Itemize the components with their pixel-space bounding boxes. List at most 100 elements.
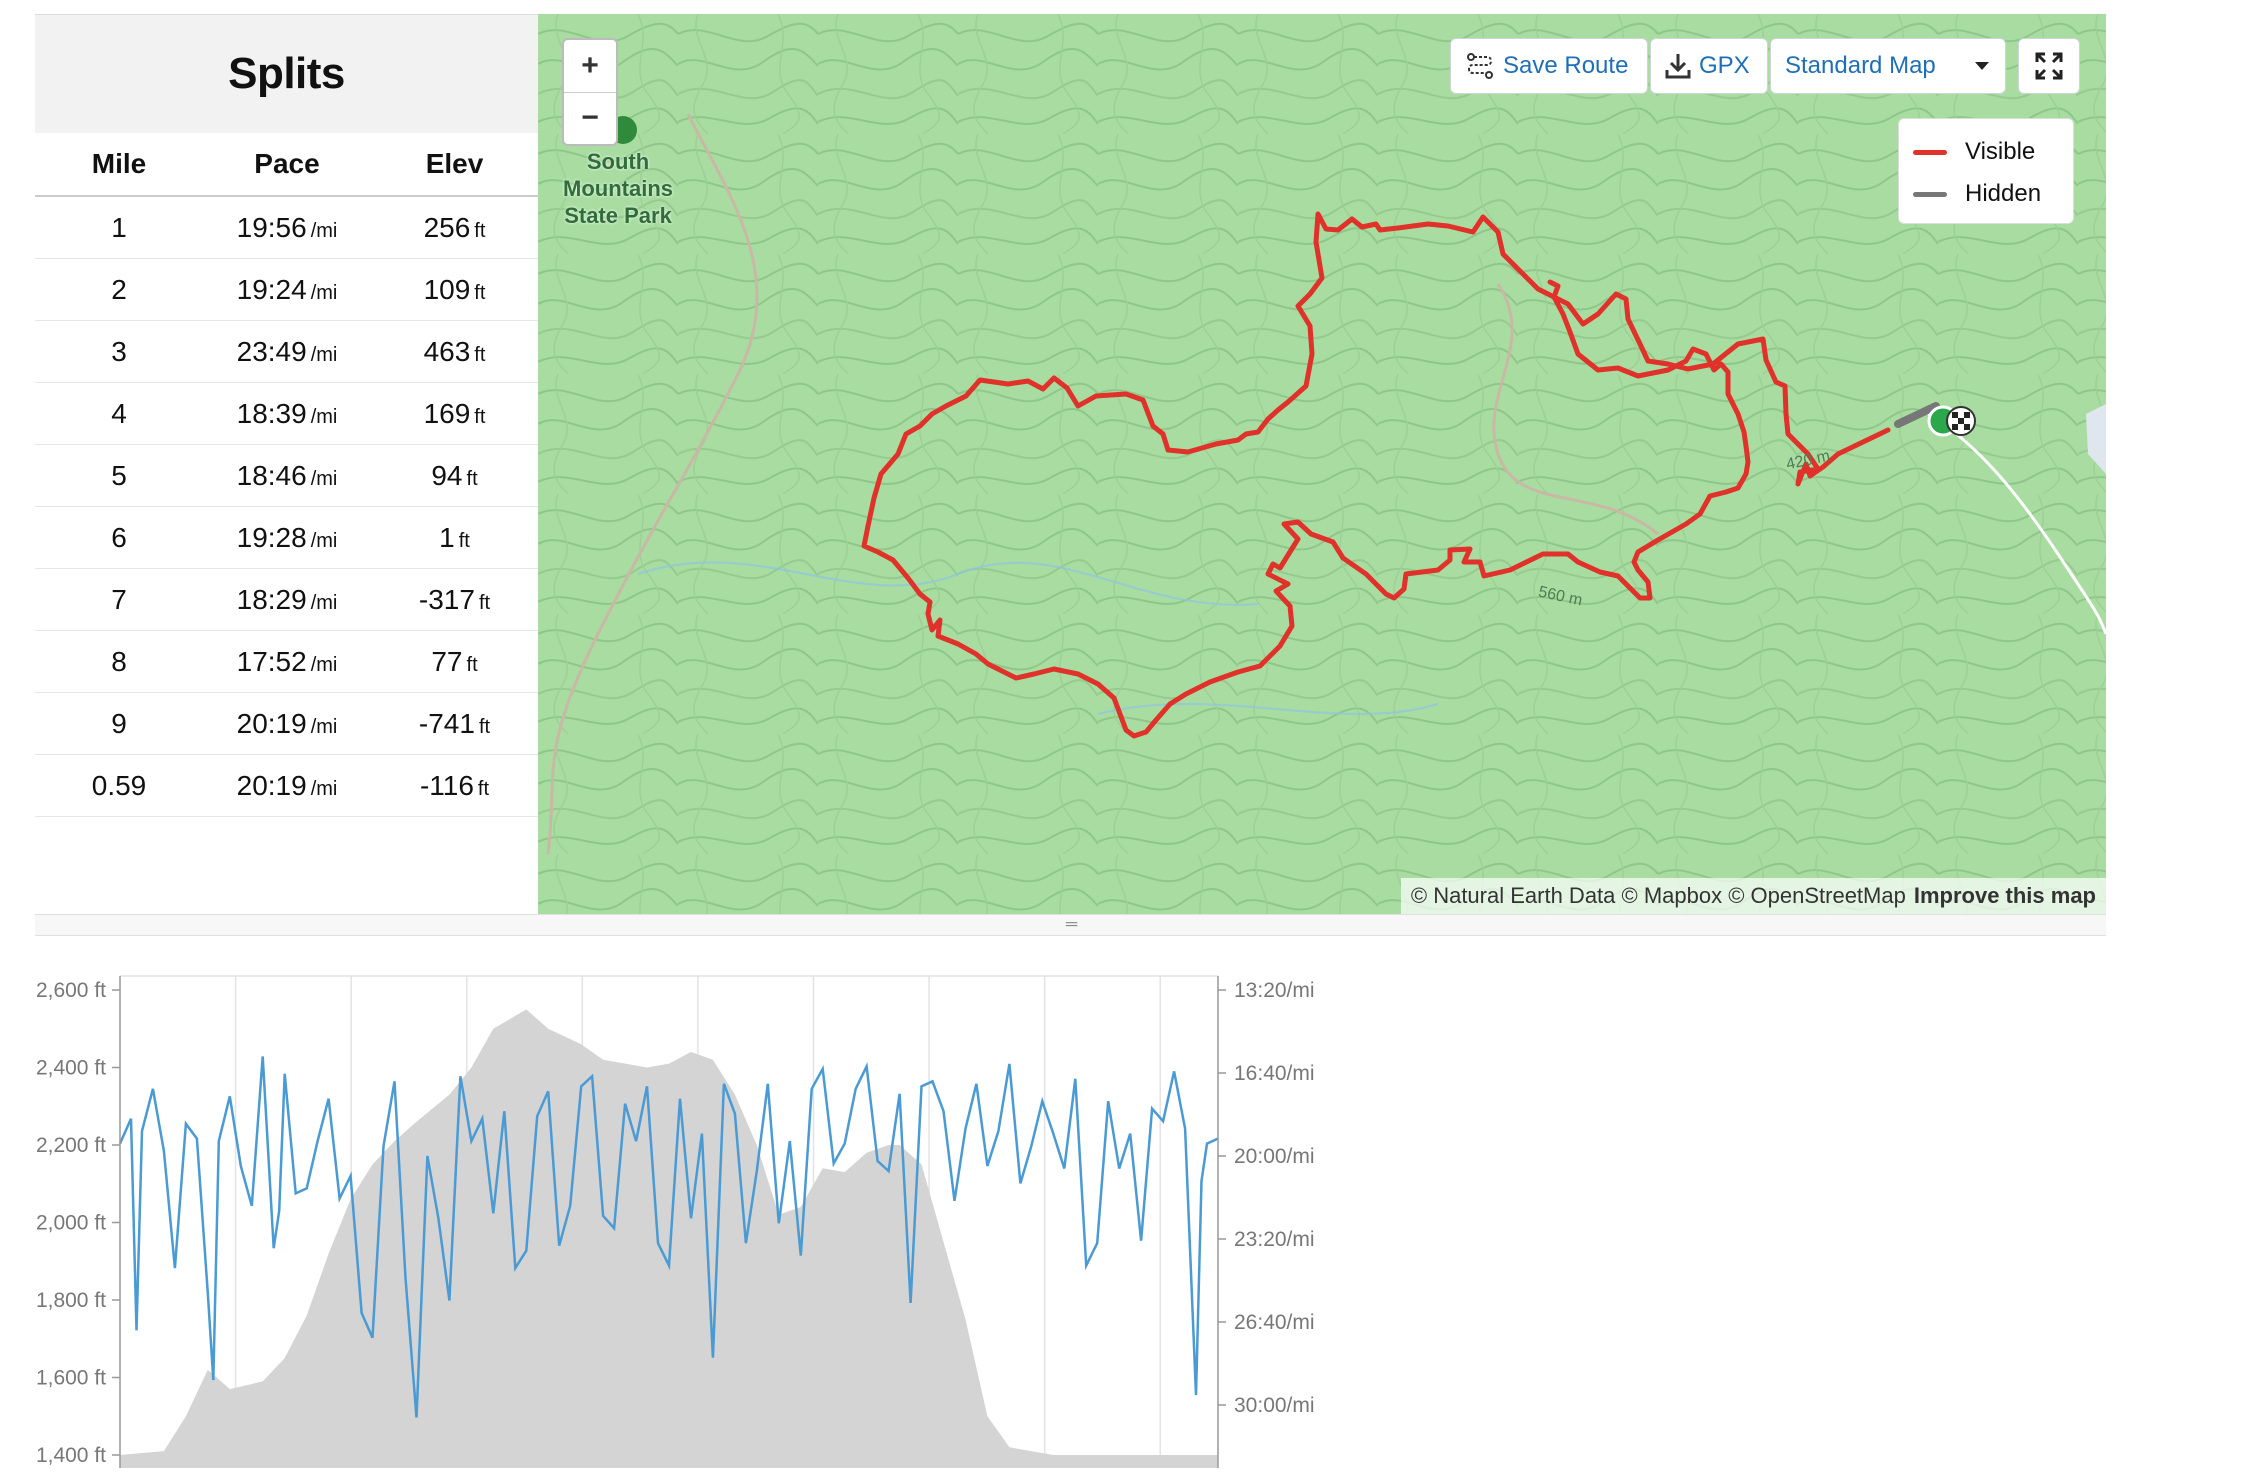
split-row[interactable]: 1 19:56/mi 256 ft xyxy=(35,196,538,259)
route-legend: Visible Hidden xyxy=(1898,118,2074,224)
splits-table: Mile Pace Elev 1 19:56/mi 256 ft 2 19:24/mi 10… xyxy=(35,133,538,817)
right-tick-label: 26:40/mi xyxy=(1234,1311,1315,1334)
attribution-text: © Natural Earth Data © Mapbox © OpenStre… xyxy=(1410,883,1906,908)
split-pace: 19:56/mi xyxy=(203,196,371,259)
save-route-label: Save Route xyxy=(1503,52,1629,79)
split-mile: 8 xyxy=(35,630,203,693)
split-elev: 109 ft xyxy=(371,258,538,321)
elevation-area[interactable] xyxy=(120,1009,1218,1468)
map-water-edge xyxy=(2086,404,2106,474)
split-pace: 20:19/mi xyxy=(203,754,371,817)
zoom-control: + − xyxy=(562,38,618,146)
split-elev: -116 ft xyxy=(371,754,538,817)
legend-label: Visible xyxy=(1965,138,2036,165)
left-tick-label: 2,400 ft xyxy=(36,1057,106,1080)
improve-map-link[interactable]: Improve this map xyxy=(1913,883,2096,908)
zoom-in-button[interactable]: + xyxy=(581,48,599,82)
split-mile: 3 xyxy=(35,320,203,383)
legend-swatch xyxy=(1913,149,1947,155)
route-hidden-segment xyxy=(1894,402,1940,428)
split-mile: 1 xyxy=(35,196,203,259)
split-row[interactable]: 9 20:19/mi -741 ft xyxy=(35,692,538,755)
map-canvas[interactable] xyxy=(538,14,2106,914)
map-stream-2 xyxy=(1097,703,1439,715)
column-header-pace[interactable]: Pace xyxy=(203,133,371,197)
legend-label: Hidden xyxy=(1965,180,2042,207)
map-road xyxy=(546,113,759,855)
splits-header-row: Mile Pace Elev xyxy=(35,133,538,197)
split-mile: 6 xyxy=(35,506,203,569)
left-tick-label: 2,600 ft xyxy=(36,979,106,1002)
route-icon xyxy=(1467,53,1493,79)
map-style-label: Standard Map xyxy=(1785,52,1936,79)
right-tick-label: 16:40/mi xyxy=(1234,1062,1315,1085)
legend-swatch xyxy=(1913,191,1947,197)
drag-handle-icon: ═ xyxy=(1065,916,1077,933)
left-tick-label: 2,000 ft xyxy=(36,1212,106,1235)
caret-down-icon xyxy=(1975,62,1989,70)
splits-title: Splits xyxy=(228,49,345,98)
save-route-button[interactable]: Save Route xyxy=(1450,38,1648,94)
splits-header: Splits xyxy=(35,14,538,133)
pace-line[interactable] xyxy=(118,1056,1219,1418)
split-row[interactable]: 2 19:24/mi 109 ft xyxy=(35,258,538,321)
split-pace: 17:52/mi xyxy=(203,630,371,693)
split-elev: 1 ft xyxy=(371,506,538,569)
split-mile: 7 xyxy=(35,568,203,631)
split-row[interactable]: 4 18:39/mi 169 ft xyxy=(35,382,538,445)
fullscreen-button[interactable] xyxy=(2018,38,2080,94)
map-attribution: © Natural Earth Data © Mapbox © OpenStre… xyxy=(1400,878,2106,914)
right-tick-label: 30:00/mi xyxy=(1234,1394,1315,1417)
zoom-out-button[interactable]: − xyxy=(564,91,616,145)
map-road-2 xyxy=(1927,412,2106,635)
splits-table-body: 1 19:56/mi 256 ft 2 19:24/mi 109 ft 3 23:49/mi 463… xyxy=(35,196,538,817)
split-row[interactable]: 8 17:52/mi 77 ft xyxy=(35,630,538,693)
split-pace: 19:28/mi xyxy=(203,506,371,569)
legend-item-visible[interactable]: Visible xyxy=(1913,131,2059,173)
map-contours xyxy=(538,14,2106,914)
split-pace: 20:19/mi xyxy=(203,692,371,755)
legend-item-hidden[interactable]: Hidden xyxy=(1913,173,2059,215)
right-tick-label: 23:20/mi xyxy=(1234,1228,1315,1251)
gpx-download-button[interactable]: GPX xyxy=(1650,38,1768,94)
park-label: South Mountains State Park xyxy=(563,149,673,228)
split-mile: 9 xyxy=(35,692,203,755)
route-map[interactable]: South Mountains State Park 560 m 420 m +… xyxy=(538,14,2106,914)
left-tick-label: 1,400 ft xyxy=(36,1444,106,1467)
chart-axes: 2,600 ft 2,400 ft 2,200 ft 2,000 ft 1,800 ft… xyxy=(36,976,1315,1478)
map-stream xyxy=(637,561,1259,606)
split-elev: -317 ft xyxy=(371,568,538,631)
column-header-mile[interactable]: Mile xyxy=(35,133,203,197)
split-pace: 18:29/mi xyxy=(203,568,371,631)
split-row[interactable]: 3 23:49/mi 463 ft xyxy=(35,320,538,383)
split-mile: 5 xyxy=(35,444,203,507)
split-elev: 94 ft xyxy=(371,444,538,507)
split-elev: 256 ft xyxy=(371,196,538,259)
gpx-label: GPX xyxy=(1699,52,1750,79)
split-mile: 2 xyxy=(35,258,203,321)
column-header-elev[interactable]: Elev xyxy=(371,133,538,197)
split-row[interactable]: 0.59 20:19/mi -116 ft xyxy=(35,754,538,817)
elevation-pace-chart[interactable]: 2,600 ft 2,400 ft 2,200 ft 2,000 ft 1,800 ft… xyxy=(35,934,2106,1478)
split-elev: -741 ft xyxy=(371,692,538,755)
split-mile: 0.59 xyxy=(35,754,203,817)
left-tick-label: 1,600 ft xyxy=(36,1367,106,1390)
split-pace: 19:24/mi xyxy=(203,258,371,321)
map-style-dropdown[interactable]: Standard Map xyxy=(1770,38,2006,94)
splits-panel: Splits Mile Pace Elev 1 19:56/mi 256 ft 2 19:… xyxy=(35,14,538,914)
split-elev: 169 ft xyxy=(371,382,538,445)
split-pace: 18:46/mi xyxy=(203,444,371,507)
right-tick-label: 13:20/mi xyxy=(1234,979,1315,1002)
split-row[interactable]: 7 18:29/mi -317 ft xyxy=(35,568,538,631)
split-mile: 4 xyxy=(35,382,203,445)
left-tick-label: 2,200 ft xyxy=(36,1134,106,1157)
split-pace: 18:39/mi xyxy=(203,382,371,445)
map-trail xyxy=(1492,283,1659,536)
finish-marker-icon[interactable] xyxy=(1946,406,1976,436)
resize-divider[interactable]: ═ xyxy=(35,914,2106,936)
split-row[interactable]: 6 19:28/mi 1 ft xyxy=(35,506,538,569)
route-line[interactable] xyxy=(861,211,1891,739)
split-row[interactable]: 5 18:46/mi 94 ft xyxy=(35,444,538,507)
left-tick-label: 1,800 ft xyxy=(36,1289,106,1312)
